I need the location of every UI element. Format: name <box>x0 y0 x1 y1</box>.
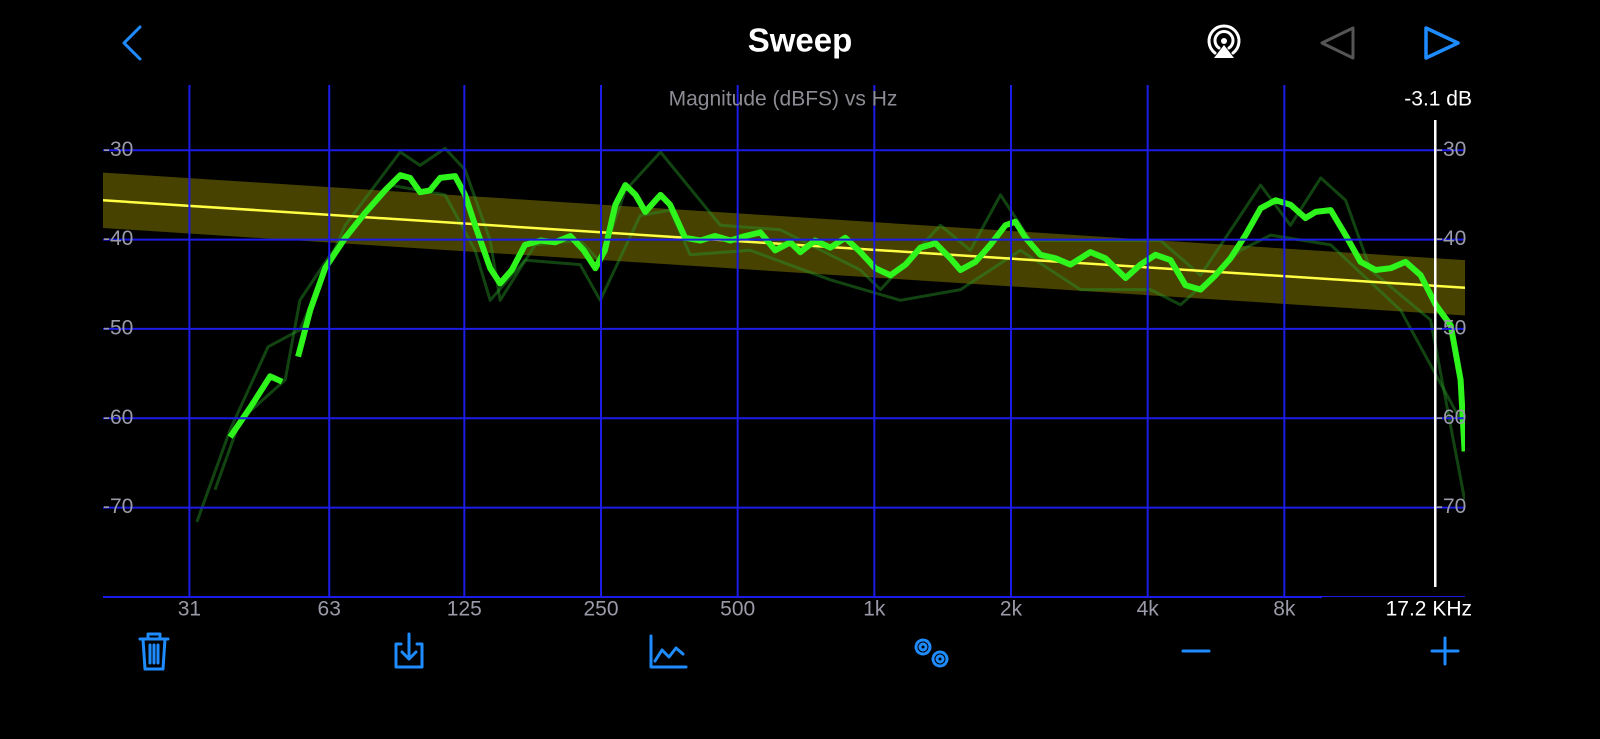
play-button[interactable] <box>1424 26 1460 60</box>
airplay-button[interactable] <box>1207 24 1241 58</box>
x-tick-label: 125 <box>447 598 482 621</box>
graph-button[interactable] <box>649 634 688 669</box>
x-tick-label: 31 <box>178 598 201 621</box>
y-tick-label-right: -30 <box>1436 138 1466 161</box>
cursor-frequency: 17.2 KHz <box>1386 598 1472 621</box>
cursor-label-bg <box>1322 597 1472 623</box>
settings-button[interactable] <box>914 638 949 668</box>
previous-button[interactable] <box>1320 26 1355 60</box>
back-button[interactable] <box>122 25 142 61</box>
plot-area <box>103 146 1465 523</box>
x-tick-label: 1k <box>863 598 886 621</box>
x-tick-label: 4k <box>1137 598 1160 621</box>
response-line <box>227 172 1465 452</box>
y-tick-label: -30 <box>103 138 133 161</box>
screen-title: Sweep <box>748 22 853 59</box>
y-tick-label-right: -70 <box>1436 495 1466 518</box>
y-tick-label: -70 <box>103 495 133 518</box>
x-tick-label: 2k <box>1000 598 1023 621</box>
y-tick-label-right: -60 <box>1436 406 1466 429</box>
response-line <box>195 146 1465 523</box>
y-tick-label-right: -40 <box>1436 227 1466 250</box>
x-tick-label: 63 <box>318 598 341 621</box>
cursor-level: -3.1 dB <box>1404 88 1472 111</box>
zoom-in-button[interactable] <box>1430 636 1460 666</box>
y-tick-label: -50 <box>103 316 133 339</box>
chart-title: Magnitude (dBFS) vs Hz <box>669 88 898 111</box>
x-tick-label: 500 <box>720 598 755 621</box>
y-tick-label-right: -50 <box>1436 316 1466 339</box>
x-tick-label: 8k <box>1273 598 1296 621</box>
x-tick-label: 250 <box>583 598 618 621</box>
chart: -30 -30 -40 -40 -50 -50 -60 -60 -70 -70 31 63 125 250… <box>103 85 1472 623</box>
export-button[interactable] <box>394 632 424 669</box>
y-tick-label: -60 <box>103 406 133 429</box>
delete-button[interactable] <box>138 632 170 671</box>
y-tick-label: -40 <box>103 227 133 250</box>
